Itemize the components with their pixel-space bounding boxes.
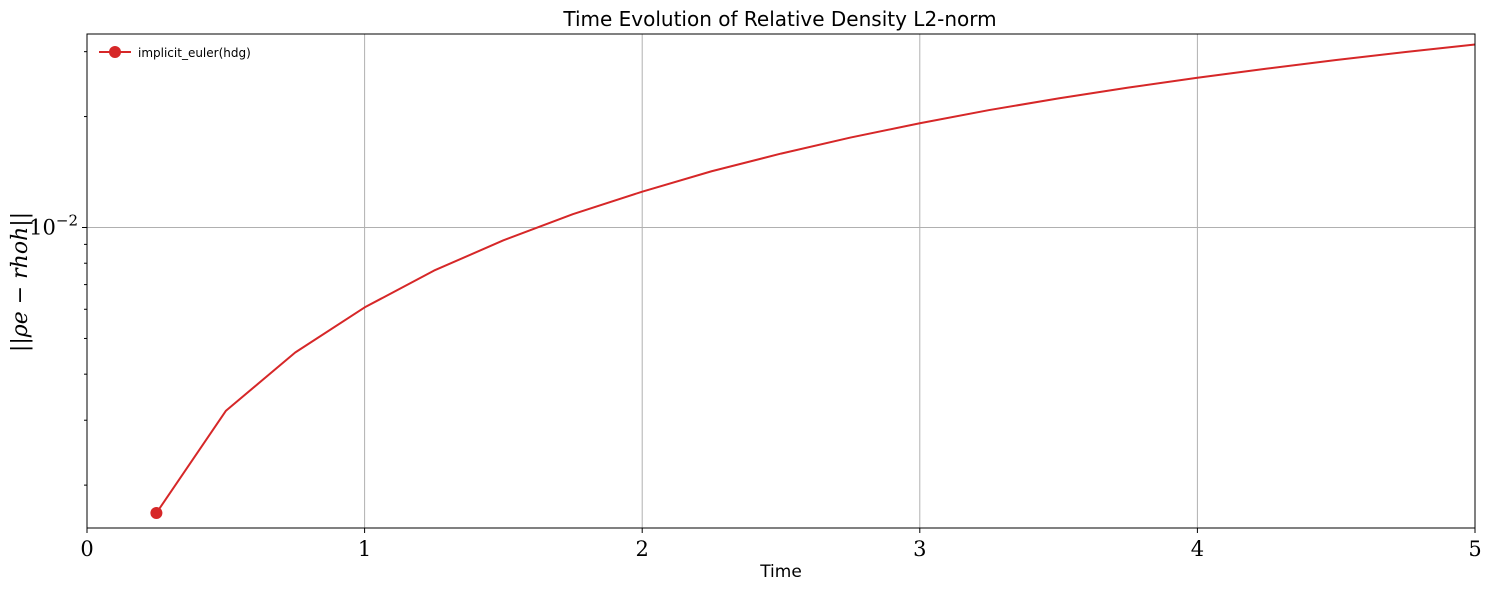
legend: implicit_euler(hdg) [99,46,251,60]
y-tick-label: 10−2 [29,212,78,240]
series-layer [150,43,1476,520]
x-tick-label: 4 [1191,537,1204,561]
x-axis-label: Time [759,562,802,582]
x-tick-label: 2 [636,537,649,561]
chart-title: Time Evolution of Relative Density L2-no… [562,7,996,31]
y-axis-label: ||ρe − rhoh|| [8,212,33,352]
ticks: 0 1 2 3 4 5 10−2 [29,51,1482,561]
grid [86,34,1476,528]
x-tick-label: 1 [358,537,371,561]
legend-label: implicit_euler(hdg) [138,46,251,60]
legend-marker [109,46,121,58]
x-tick-label: 3 [913,537,926,561]
x-tick-label: 5 [1468,537,1481,561]
data-point-marker [150,507,163,520]
series-line [155,43,1476,514]
plot-frame [86,33,1476,529]
x-tick-label: 0 [80,537,93,561]
